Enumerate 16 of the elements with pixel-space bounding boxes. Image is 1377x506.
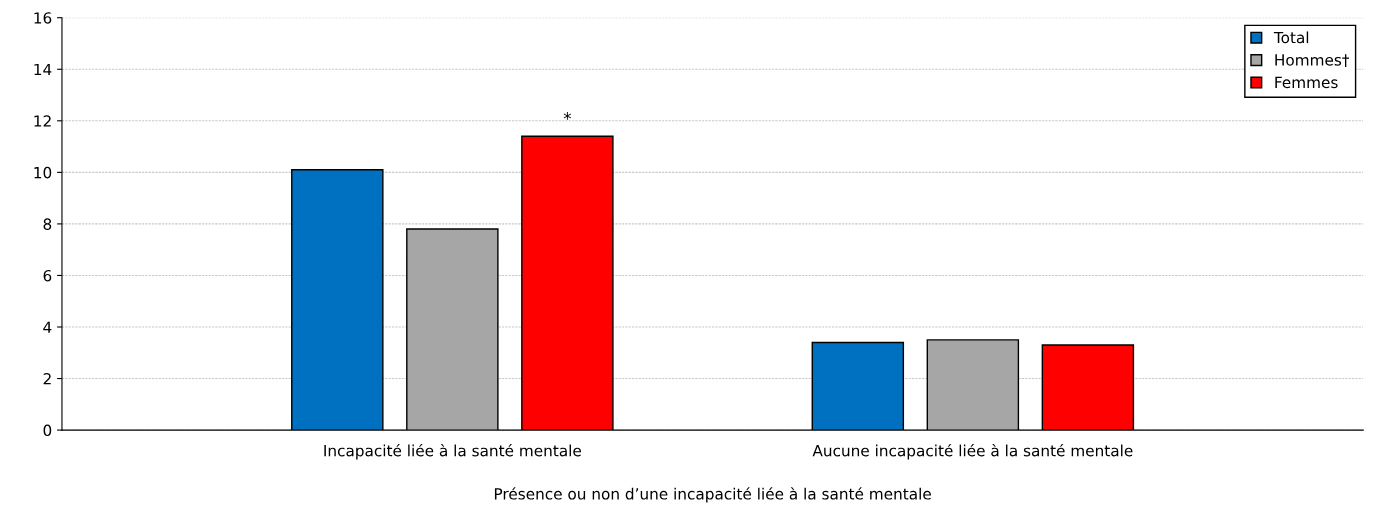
y-tick-label: 10: [34, 166, 52, 179]
legend-label: Hommes†: [1275, 54, 1350, 67]
legend-label: Femmes: [1275, 76, 1338, 89]
x-axis-title: Présence ou non d’une incapacité liée à la santé mentale: [494, 487, 931, 503]
x-tick-label: Incapacité liée à la santé mentale: [324, 443, 581, 460]
y-tick-label: 0: [43, 424, 52, 437]
y-tick-label: 2: [43, 373, 51, 385]
y-tick-label: 16: [34, 12, 52, 24]
annotation: *: [563, 112, 572, 120]
x-tick-label: Aucune incapacité liée à la santé mentale: [812, 443, 1133, 460]
legend-label: Total: [1273, 31, 1309, 44]
y-tick-label: 8: [43, 218, 52, 230]
y-tick-label: 6: [43, 269, 52, 282]
y-tick-label: 14: [34, 63, 52, 76]
y-tick-label: 12: [34, 115, 51, 127]
y-tick-label: 4: [43, 321, 52, 333]
